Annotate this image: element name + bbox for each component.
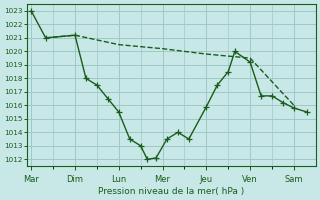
X-axis label: Pression niveau de la mer( hPa ): Pression niveau de la mer( hPa )	[98, 187, 244, 196]
